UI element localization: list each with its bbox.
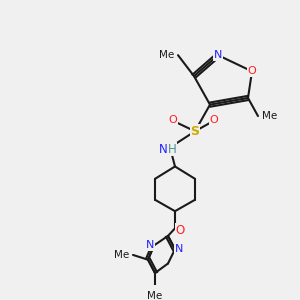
- Text: S: S: [190, 125, 200, 138]
- Text: Me: Me: [114, 250, 129, 260]
- Text: N: N: [175, 244, 183, 254]
- Text: N: N: [146, 240, 154, 250]
- Text: N: N: [159, 143, 167, 156]
- Text: Me: Me: [159, 50, 174, 60]
- Text: O: O: [210, 115, 218, 125]
- Text: O: O: [169, 115, 177, 125]
- Text: N: N: [214, 50, 222, 60]
- Text: Me: Me: [147, 291, 163, 300]
- Text: H: H: [168, 143, 176, 156]
- Text: O: O: [248, 66, 256, 76]
- Text: O: O: [176, 224, 184, 237]
- Text: Me: Me: [262, 111, 277, 121]
